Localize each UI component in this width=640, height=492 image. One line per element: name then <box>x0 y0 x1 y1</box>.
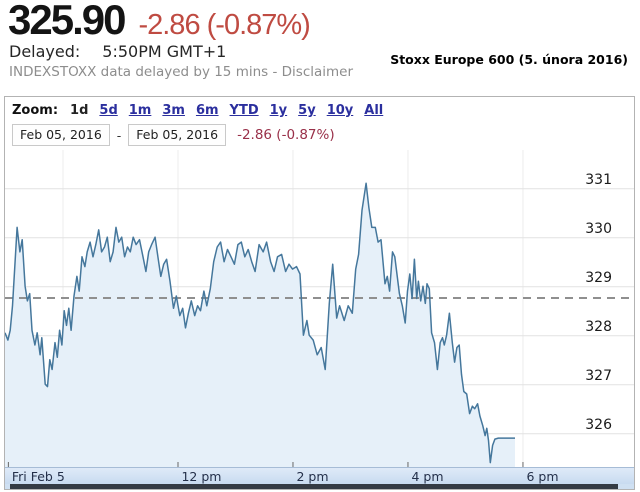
range-link-1m[interactable]: 1m <box>128 103 152 118</box>
range-link-1y[interactable]: 1y <box>269 103 288 118</box>
range-change: -2.86 (-0.87%) <box>237 127 335 143</box>
x-axis-label: 2 pm <box>296 469 329 484</box>
chart-scrollbar-thumb[interactable] <box>10 484 618 489</box>
zoom-label: Zoom: <box>12 103 59 118</box>
chart-container: Zoom: 1d 5d 1m 3m 6m YTD 1y 5y 10y All Feb 05, 2… <box>4 96 635 490</box>
chart-scrollbar-track[interactable] <box>5 484 634 489</box>
delayed-time: 5:50PM GMT+1 <box>102 42 227 61</box>
x-axis-label: 6 pm <box>526 469 559 484</box>
x-axis-label: Fri Feb 5 <box>11 469 65 484</box>
delayed-label: Delayed: <box>9 42 81 61</box>
delay-note: INDEXSTOXX data delayed by 15 mins - Dis… <box>9 64 353 80</box>
range-link-3m[interactable]: 3m <box>162 103 185 118</box>
delayed-row: Delayed: 5:50PM GMT+1 <box>9 42 226 61</box>
range-link-5y[interactable]: 5y <box>298 103 316 118</box>
area-fill <box>5 183 515 467</box>
quote-header: 325.90 -2.86 (-0.87%) <box>8 0 311 44</box>
y-axis-label: 330 <box>585 221 612 237</box>
plot-area[interactable]: 331 330 329 328 327 326 <box>5 150 634 467</box>
y-axis-label: 326 <box>585 417 612 433</box>
y-axis-label: 331 <box>585 172 612 188</box>
last-price: 325.90 <box>8 0 126 43</box>
range-selected-1d[interactable]: 1d <box>70 103 89 118</box>
y-axis-label: 329 <box>585 270 612 286</box>
time-axis: Fri Feb 5 12 pm 2 pm 4 pm 6 pm <box>5 467 634 484</box>
range-link-10y[interactable]: 10y <box>326 103 354 118</box>
delay-note-text: INDEXSTOXX data delayed by 15 mins - <box>9 64 282 80</box>
y-axis-label: 328 <box>585 319 612 335</box>
range-link-ytd[interactable]: YTD <box>229 103 259 118</box>
x-axis-label: 12 pm <box>181 469 222 484</box>
y-axis-label: 327 <box>585 368 612 384</box>
zoom-controls: Zoom: 1d 5d 1m 3m 6m YTD 1y 5y 10y All <box>12 103 394 118</box>
date-from-input[interactable]: Feb 05, 2016 <box>12 124 110 146</box>
date-to-input[interactable]: Feb 05, 2016 <box>128 124 227 146</box>
date-separator: - <box>116 127 122 143</box>
range-link-5d[interactable]: 5d <box>99 103 118 118</box>
date-range-row: Feb 05, 2016 - Feb 05, 2016 -2.86 (-0.87… <box>12 124 335 146</box>
disclaimer-link[interactable]: Disclaimer <box>281 64 354 80</box>
price-chart-svg: 331 330 329 328 327 326 <box>5 150 634 467</box>
range-links: 5d 1m 3m 6m YTD 1y 5y 10y All <box>99 103 394 118</box>
chart-title: Stoxx Europe 600 (5. února 2016) <box>390 52 628 67</box>
x-axis-label: 4 pm <box>411 469 444 484</box>
price-line <box>5 182 515 464</box>
range-link-all[interactable]: All <box>364 103 384 118</box>
price-change: -2.86 (-0.87%) <box>138 9 310 41</box>
range-link-6m[interactable]: 6m <box>195 103 219 118</box>
